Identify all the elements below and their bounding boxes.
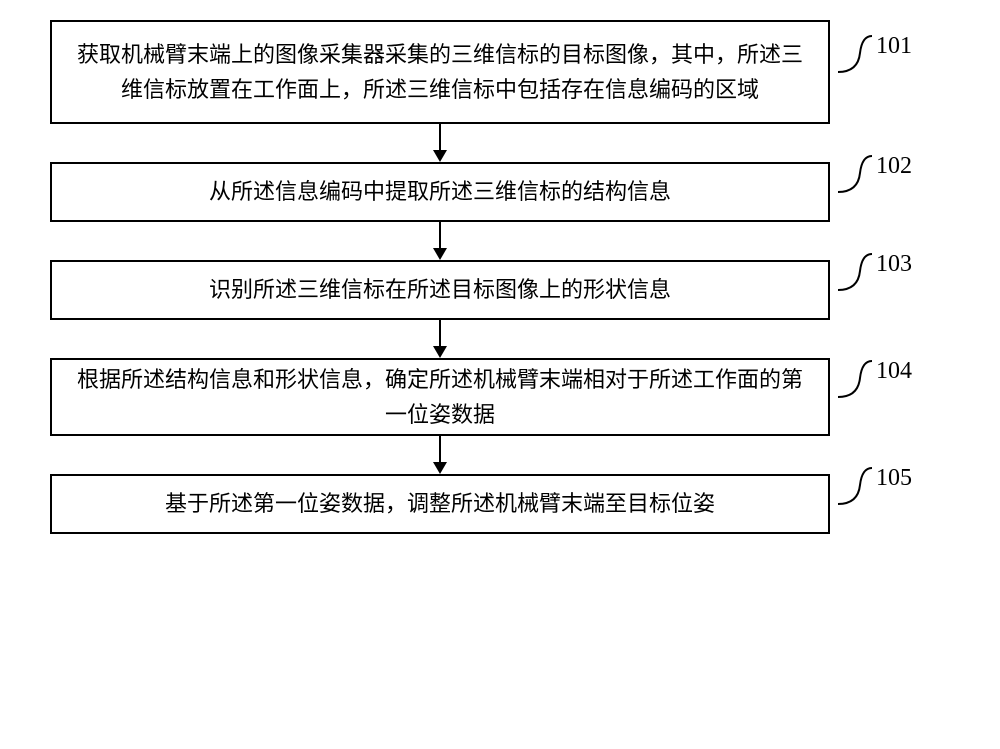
flow-arrow-icon xyxy=(430,222,450,260)
flow-step-text: 根据所述结构信息和形状信息，确定所述机械臂末端相对于所述工作面的第一位姿数据 xyxy=(70,362,810,432)
arrow-wrap xyxy=(50,124,830,162)
flow-step-text: 识别所述三维信标在所述目标图像上的形状信息 xyxy=(209,272,671,307)
flow-step-box: 获取机械臂末端上的图像采集器采集的三维信标的目标图像，其中，所述三维信标放置在工… xyxy=(50,20,830,124)
arrow-wrap xyxy=(50,436,830,474)
step-label-group: 105 xyxy=(838,467,912,505)
flow-arrow-icon xyxy=(430,124,450,162)
flow-step-box: 基于所述第一位姿数据，调整所述机械臂末端至目标位姿 xyxy=(50,474,830,534)
flow-step-row: 根据所述结构信息和形状信息，确定所述机械臂末端相对于所述工作面的第一位姿数据 1… xyxy=(50,358,950,436)
flow-step-row: 识别所述三维信标在所述目标图像上的形状信息 103 xyxy=(50,260,950,320)
step-label-group: 102 xyxy=(838,155,912,193)
step-label: 102 xyxy=(876,153,912,180)
label-connector-curve xyxy=(838,360,872,398)
label-connector-curve xyxy=(838,467,872,505)
flow-step-box: 识别所述三维信标在所述目标图像上的形状信息 xyxy=(50,260,830,320)
flow-step-row: 获取机械臂末端上的图像采集器采集的三维信标的目标图像，其中，所述三维信标放置在工… xyxy=(50,20,950,124)
step-label-group: 103 xyxy=(838,253,912,291)
step-label: 103 xyxy=(876,251,912,278)
label-connector-curve xyxy=(838,35,872,73)
flow-arrow-icon xyxy=(430,320,450,358)
flow-step-row: 从所述信息编码中提取所述三维信标的结构信息 102 xyxy=(50,162,950,222)
flow-step-text: 从所述信息编码中提取所述三维信标的结构信息 xyxy=(209,174,671,209)
flow-step-row: 基于所述第一位姿数据，调整所述机械臂末端至目标位姿 105 xyxy=(50,474,950,534)
flow-step-text: 基于所述第一位姿数据，调整所述机械臂末端至目标位姿 xyxy=(165,486,715,521)
step-label: 101 xyxy=(876,33,912,60)
flow-step-text: 获取机械臂末端上的图像采集器采集的三维信标的目标图像，其中，所述三维信标放置在工… xyxy=(70,37,810,107)
flow-step-box: 根据所述结构信息和形状信息，确定所述机械臂末端相对于所述工作面的第一位姿数据 xyxy=(50,358,830,436)
label-connector-curve xyxy=(838,253,872,291)
step-label: 105 xyxy=(876,465,912,492)
arrow-wrap xyxy=(50,222,830,260)
step-label-group: 101 xyxy=(838,35,912,73)
step-label: 104 xyxy=(876,358,912,385)
label-connector-curve xyxy=(838,155,872,193)
flow-arrow-icon xyxy=(430,436,450,474)
flowchart-container: 获取机械臂末端上的图像采集器采集的三维信标的目标图像，其中，所述三维信标放置在工… xyxy=(50,20,950,534)
step-label-group: 104 xyxy=(838,360,912,398)
flow-step-box: 从所述信息编码中提取所述三维信标的结构信息 xyxy=(50,162,830,222)
arrow-wrap xyxy=(50,320,830,358)
